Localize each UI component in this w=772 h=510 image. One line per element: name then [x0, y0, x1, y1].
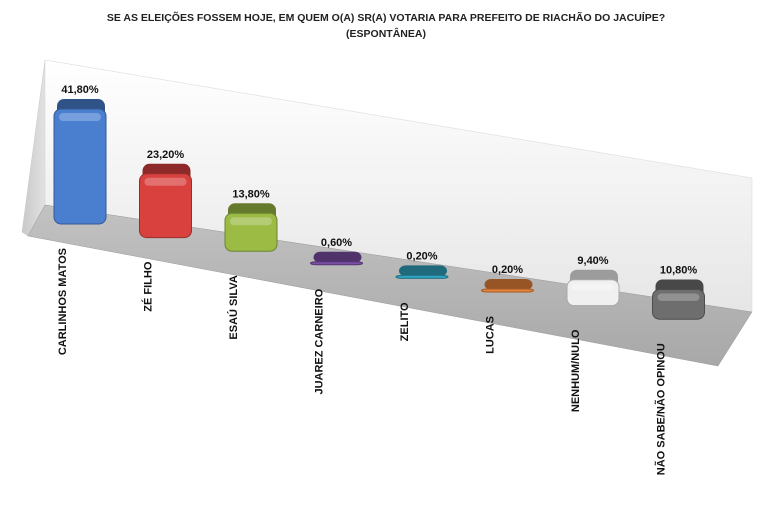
data-label: 9,40% [577, 255, 608, 267]
bar [481, 279, 534, 293]
category-label: NÃO SABE/NÃO OPINOU [655, 343, 668, 475]
bar [652, 279, 705, 320]
bar [224, 203, 278, 252]
bar [139, 163, 192, 239]
category-label: NENHUM/NULO [570, 329, 582, 412]
chart-title: SE AS ELEIÇÕES FOSSEM HOJE, EM QUEM O(A)… [0, 10, 772, 42]
plot-area [21, 59, 753, 367]
data-label: 23,20% [147, 149, 185, 161]
data-label: 0,20% [492, 264, 523, 276]
category-label: ESAÚ SILVA [227, 275, 240, 339]
category-label: JUAREZ CARNEIRO [314, 288, 326, 394]
chart-title-line: SE AS ELEIÇÕES FOSSEM HOJE, EM QUEM O(A)… [106, 12, 666, 24]
labels-layer: 41,80% 23,20% 13,80% 0,60% 0,20% 0,20% 9,40% 10… [61, 84, 697, 276]
bars-layer [53, 99, 705, 320]
left-wall [21, 59, 46, 237]
category-label: LUCAS [485, 316, 497, 354]
data-label: 13,80% [232, 188, 270, 200]
data-label: 41,80% [61, 84, 99, 96]
bar [566, 269, 620, 307]
bar [53, 99, 107, 225]
category-label: ZÉ FILHO [142, 261, 155, 312]
categories-layer: CARLINHOS MATOS ZÉ FILHO ESAÚ SILVA JUAREZ … [57, 248, 668, 475]
category-label: CARLINHOS MATOS [57, 248, 69, 355]
chart-subtitle: (ESPONTÂNEA) [346, 28, 426, 40]
data-label: 0,20% [406, 250, 437, 262]
category-label: ZELITO [399, 302, 411, 341]
floor [27, 204, 753, 367]
data-label: 10,80% [660, 265, 698, 277]
data-label: 0,60% [321, 237, 352, 249]
bar [395, 265, 449, 279]
bar [310, 251, 363, 266]
